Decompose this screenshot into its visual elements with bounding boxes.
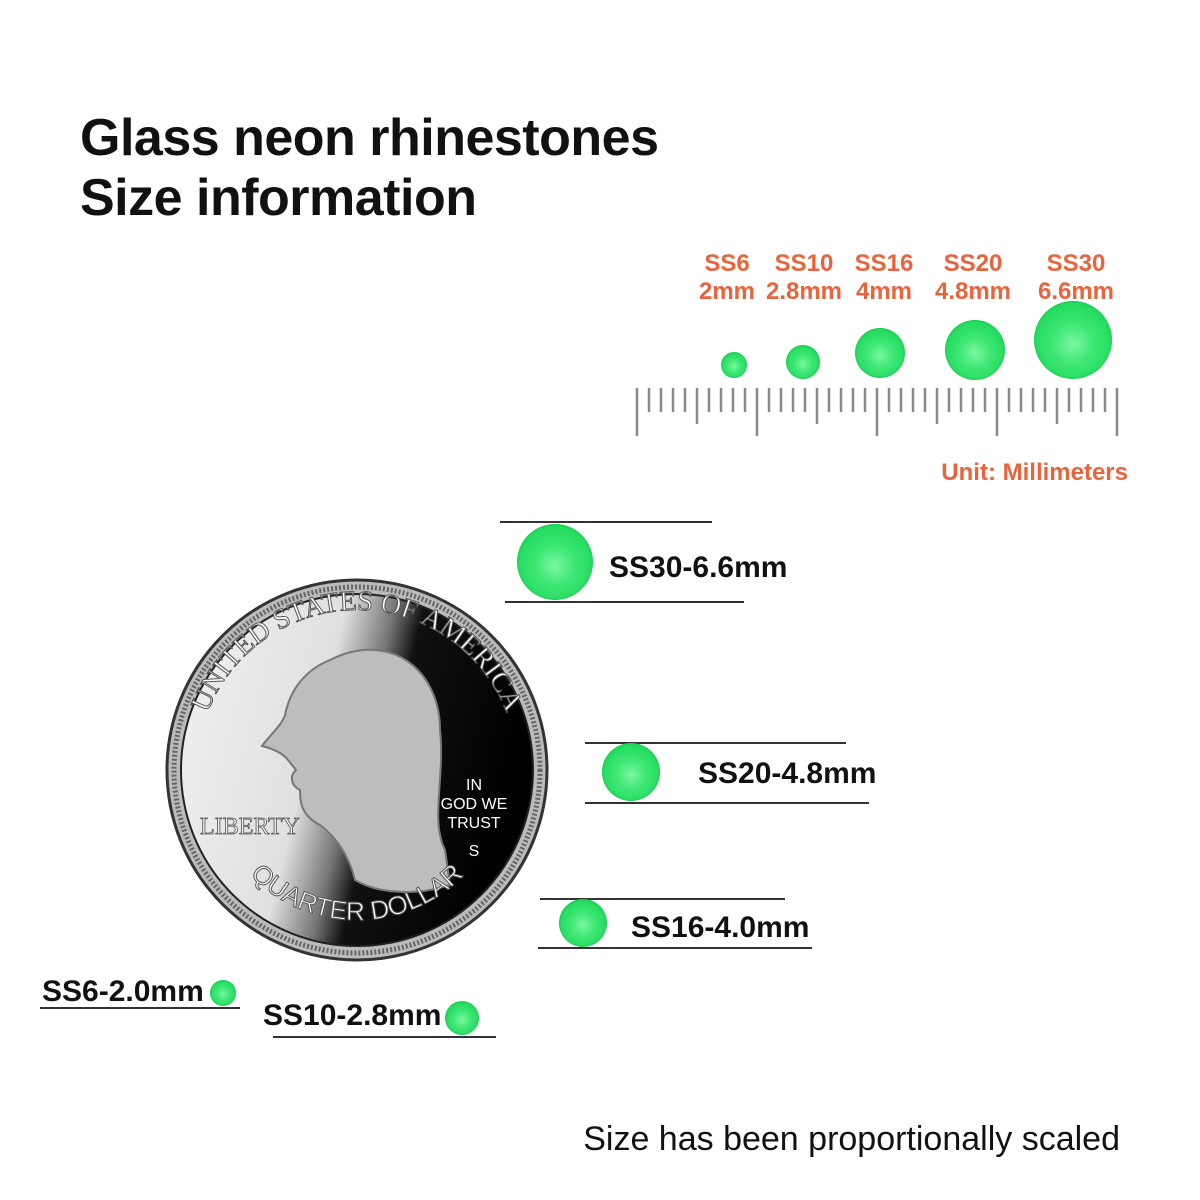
coin-liberty: LIBERTY (200, 814, 300, 840)
divider (500, 521, 712, 523)
label-ss30: SS30-6.6mm (609, 551, 788, 584)
coin-motto-line: IN (466, 777, 482, 794)
size-code: SS30 (1046, 250, 1106, 277)
coin-motto-line: TRUST (447, 815, 501, 832)
size-mm: 2.8mm (765, 278, 843, 305)
gem-ss30-large (517, 524, 593, 600)
divider (538, 947, 812, 949)
size-code: SS16 (854, 250, 914, 277)
size-code: SS10 (774, 250, 834, 277)
divider (540, 898, 785, 900)
gem-ss16-large (559, 899, 607, 947)
size-label-ss10: SS10 2.8mm (766, 250, 842, 306)
size-mm: 4mm (855, 278, 913, 305)
size-mm: 4.8mm (934, 278, 1012, 305)
size-code: SS20 (943, 250, 1003, 277)
size-label-ss20: SS20 4.8mm (935, 250, 1011, 306)
unit-label: Unit: Millimeters (941, 459, 1128, 486)
gem-ss10-large (445, 1001, 479, 1035)
gem-ss16 (855, 328, 905, 378)
gem-ss20-large (602, 743, 660, 801)
footer-note: Size has been proportionally scaled (583, 1120, 1120, 1158)
coin-mint-mark: S (469, 843, 480, 860)
title-line-2: Size information (80, 169, 477, 227)
gem-ss10 (786, 345, 820, 379)
label-ss6: SS6-2.0mm (42, 975, 204, 1008)
divider (505, 601, 744, 603)
portrait (260, 648, 452, 893)
divider (585, 742, 846, 744)
size-mm: 2mm (698, 278, 756, 305)
label-ss10: SS10-2.8mm (263, 999, 442, 1032)
coin-motto-line: GOD WE (441, 796, 508, 813)
size-label-ss16: SS16 4mm (855, 250, 914, 306)
size-label-ss30: SS30 6.6mm (1038, 250, 1114, 306)
size-label-ss6: SS6 2mm (699, 250, 755, 306)
gem-ss30 (1034, 301, 1112, 379)
size-code: SS6 (704, 250, 750, 277)
divider (585, 802, 869, 804)
gem-ss6 (721, 352, 747, 378)
label-ss16: SS16-4.0mm (631, 911, 810, 944)
gem-ss20 (945, 320, 1005, 380)
size-mm: 6.6mm (1037, 278, 1115, 305)
divider (40, 1007, 240, 1009)
title-line-1: Glass neon rhinestones (80, 109, 659, 167)
label-ss20: SS20-4.8mm (698, 757, 877, 790)
page-title: Glass neon rhinestones Size information (80, 108, 659, 228)
gem-ss6-large (210, 980, 236, 1006)
divider (273, 1036, 496, 1038)
